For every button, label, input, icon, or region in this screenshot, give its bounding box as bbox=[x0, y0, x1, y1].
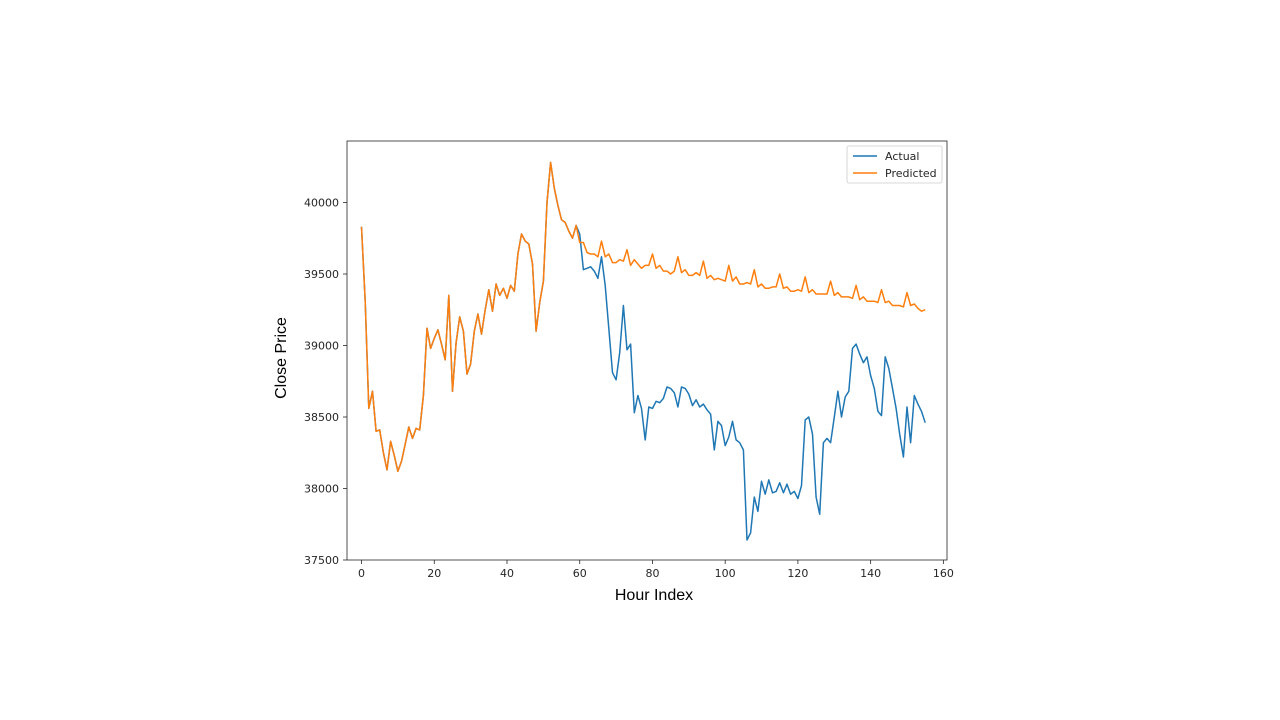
x-axis-title: Hour Index bbox=[615, 587, 693, 604]
y-tick-label: 39000 bbox=[304, 339, 339, 352]
x-tick-label: 80 bbox=[645, 567, 659, 580]
y-tick-label: 40000 bbox=[304, 196, 339, 209]
x-tick-label: 60 bbox=[573, 567, 587, 580]
x-tick-label: 0 bbox=[358, 567, 365, 580]
x-tick-label: 160 bbox=[933, 567, 954, 580]
y-tick-label: 38500 bbox=[304, 411, 339, 424]
legend: Actual Predicted bbox=[846, 145, 943, 184]
legend-label-predicted: Predicted bbox=[885, 167, 937, 180]
x-axis: 0 20 40 60 80 100 120 140 160 bbox=[358, 560, 954, 580]
x-tick-label: 100 bbox=[715, 567, 736, 580]
x-tick-label: 40 bbox=[500, 567, 514, 580]
x-tick-label: 140 bbox=[860, 567, 881, 580]
y-axis-title: Close Price bbox=[273, 317, 290, 399]
x-tick-label: 120 bbox=[787, 567, 808, 580]
y-tick-label: 37500 bbox=[304, 554, 339, 567]
y-tick-label: 38000 bbox=[304, 482, 339, 495]
series-line-predicted bbox=[360, 161, 926, 473]
y-tick-label: 39500 bbox=[304, 268, 339, 281]
x-tick-label: 20 bbox=[427, 567, 441, 580]
y-axis: 37500 38000 38500 39000 39500 40000 bbox=[304, 196, 347, 567]
series-layer bbox=[360, 161, 926, 541]
plot-frame bbox=[346, 140, 948, 561]
legend-label-actual: Actual bbox=[885, 150, 919, 163]
